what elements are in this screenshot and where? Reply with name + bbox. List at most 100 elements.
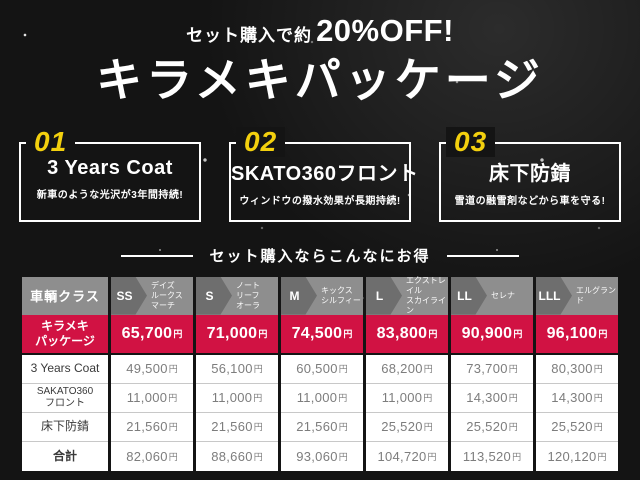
divider-line-right xyxy=(446,254,519,257)
class-models: キックス シルフィー xyxy=(321,285,361,305)
yen-unit: 円 xyxy=(593,393,603,404)
feature-subtitle: 雪道の融雪剤などから車を守る! xyxy=(454,195,606,207)
page-title: キラメキパッケージ xyxy=(96,54,544,106)
yen-unit: 円 xyxy=(593,422,603,433)
price-cell: 60,500 円 xyxy=(281,354,363,384)
feature-box-underbody-rustproof: 03 床下防錆 雪道の融雪剤などから車を守る! xyxy=(439,126,621,222)
price-cell: 25,520 円 xyxy=(536,412,618,442)
class-badge-arrow: M xyxy=(281,276,317,315)
feature-subtitle: 新車のような光沢が3年間持続! xyxy=(36,189,184,201)
price-cell: 25,520 円 xyxy=(366,412,448,442)
price-cell: 14,300 円 xyxy=(536,383,618,413)
price-cell: 21,560 円 xyxy=(281,412,363,442)
price-cell: 73,700 円 xyxy=(451,354,533,384)
price-cell: 11,000 円 xyxy=(281,383,363,413)
yen-unit: 円 xyxy=(253,451,263,462)
row-label-sakato360-front: SAKATO360 フロント xyxy=(22,383,108,413)
price-table: 車輌クラス SS デイズ ルークス マーチ S ノート リーフ オーラ M キッ… xyxy=(22,275,618,471)
yen-unit: 円 xyxy=(253,393,263,404)
price-cell: 11,000 円 xyxy=(196,383,278,413)
feature-box-3years-coat: 01 3 Years Coat 新車のような光沢が3年間持続! xyxy=(19,126,201,222)
price-cell: 11,000 円 xyxy=(366,383,448,413)
price-cell: 88,660 円 xyxy=(196,441,278,471)
feature-boxes: 01 3 Years Coat 新車のような光沢が3年間持続! 02 SKATO… xyxy=(0,126,640,222)
yen-unit: 円 xyxy=(508,422,518,433)
yen-unit: 円 xyxy=(428,329,438,340)
class-models: ノート リーフ オーラ xyxy=(236,280,260,310)
price-cell: 14,300 円 xyxy=(451,383,533,413)
feature-number-01: 01 xyxy=(26,126,76,158)
feature-title: SKATO360フロント xyxy=(231,162,419,185)
class-header-l: L エクストレイル スカイライン xyxy=(366,275,448,315)
feature-title: 床下防錆 xyxy=(489,162,571,185)
price-cell: 56,100 円 xyxy=(196,354,278,384)
table-corner-header: 車輌クラス xyxy=(22,276,108,315)
price-cell: 90,900 円 xyxy=(451,314,533,355)
yen-unit: 円 xyxy=(343,329,353,340)
yen-unit: 円 xyxy=(168,422,178,433)
class-badge-arrow: SS xyxy=(111,276,147,315)
price-cell: 21,560 円 xyxy=(196,412,278,442)
divider-line-left xyxy=(121,254,194,257)
yen-unit: 円 xyxy=(173,329,183,340)
yen-unit: 円 xyxy=(338,364,348,375)
price-cell: 83,800 円 xyxy=(366,314,448,355)
yen-unit: 円 xyxy=(508,393,518,404)
yen-unit: 円 xyxy=(597,451,607,462)
price-cell: 11,000 円 xyxy=(111,383,193,413)
yen-unit: 円 xyxy=(423,422,433,433)
row-label-3years-coat: 3 Years Coat xyxy=(22,354,108,384)
yen-unit: 円 xyxy=(427,451,437,462)
class-header-m: M キックス シルフィー xyxy=(281,276,363,315)
price-cell: 68,200 円 xyxy=(366,354,448,384)
class-header-ss: SS デイズ ルークス マーチ xyxy=(111,276,193,315)
offer-prefix-text: セット購入で約 xyxy=(186,26,313,45)
price-cell: 96,100 円 xyxy=(536,314,618,355)
row-label-kirameki-package: キラメキ パッケージ xyxy=(22,314,108,355)
class-header-lll: LLL エルグランド xyxy=(536,276,618,315)
class-badge-arrow: L xyxy=(366,276,402,315)
price-cell: 113,520 円 xyxy=(451,441,533,471)
price-cell: 74,500 円 xyxy=(281,314,363,355)
yen-unit: 円 xyxy=(168,393,178,404)
class-models: エルグランド xyxy=(576,285,616,305)
price-cell: 65,700 円 xyxy=(111,314,193,355)
class-header-ll: LL セレナ xyxy=(451,276,533,315)
yen-unit: 円 xyxy=(512,451,522,462)
offer-discount-text: 20%OFF! xyxy=(316,13,454,48)
price-cell: 71,000 円 xyxy=(196,314,278,355)
yen-unit: 円 xyxy=(338,422,348,433)
price-cell: 80,300 円 xyxy=(536,354,618,384)
feature-number-03: 03 xyxy=(446,126,496,158)
row-label-underbody-rustproof: 床下防錆 xyxy=(22,412,108,442)
yen-unit: 円 xyxy=(338,451,348,462)
price-cell: 21,560 円 xyxy=(111,412,193,442)
divider-label: セット購入ならこんなにお得 xyxy=(209,248,431,266)
yen-unit: 円 xyxy=(168,451,178,462)
yen-unit: 円 xyxy=(423,393,433,404)
offer-banner: セット購入で約 20%OFF! xyxy=(0,0,640,49)
row-label-total: 合計 xyxy=(22,441,108,471)
yen-unit: 円 xyxy=(253,422,263,433)
yen-unit: 円 xyxy=(423,364,433,375)
section-divider: セット購入ならこんなにお得 xyxy=(0,245,640,267)
yen-unit: 円 xyxy=(598,329,608,340)
price-cell: 120,120 円 xyxy=(536,441,618,471)
feature-title: 3 Years Coat xyxy=(47,156,173,179)
class-badge-arrow: S xyxy=(196,276,232,315)
class-badge-arrow: LLL xyxy=(536,276,572,315)
class-header-s: S ノート リーフ オーラ xyxy=(196,276,278,315)
yen-unit: 円 xyxy=(593,364,603,375)
yen-unit: 円 xyxy=(258,329,268,340)
feature-box-skato360: 02 SKATO360フロント ウィンドウの撥水効果が長期持続! xyxy=(229,126,419,222)
yen-unit: 円 xyxy=(338,393,348,404)
class-models: エクストレイル スカイライン xyxy=(406,275,446,315)
yen-unit: 円 xyxy=(508,364,518,375)
yen-unit: 円 xyxy=(513,329,523,340)
price-cell: 25,520 円 xyxy=(451,412,533,442)
class-models: デイズ ルークス マーチ xyxy=(151,280,183,310)
price-cell: 104,720 円 xyxy=(366,441,448,471)
feature-subtitle: ウィンドウの撥水効果が長期持続! xyxy=(239,195,401,207)
yen-unit: 円 xyxy=(168,364,178,375)
